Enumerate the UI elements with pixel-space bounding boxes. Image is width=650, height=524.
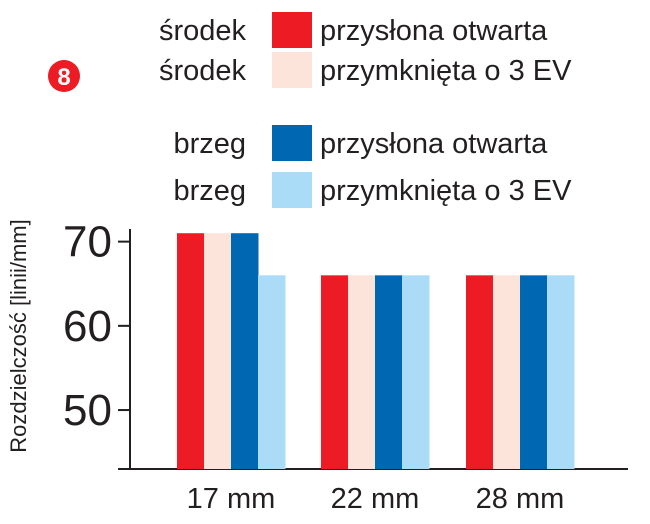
figure-badge: 8 (48, 60, 80, 92)
bar (321, 275, 349, 469)
bar (402, 275, 430, 469)
legend-group-label: brzeg (173, 128, 246, 160)
legend-series-label: przymknięta o 3 EV (320, 175, 572, 207)
legend-item: brzeg przysłona otwarta (173, 125, 548, 161)
bar (520, 275, 548, 469)
legend-item: środek przysłona otwarta (159, 12, 548, 48)
legend-swatch (272, 12, 312, 48)
legend-item: środek przymknięta o 3 EV (159, 52, 572, 88)
bar (375, 275, 403, 469)
legend-series-label: przymknięta o 3 EV (320, 55, 572, 87)
x-tick-label: 22 mm (331, 483, 420, 515)
legend-swatch (272, 125, 312, 161)
bar (177, 233, 205, 469)
bar (348, 275, 376, 469)
y-tick-label: 60 (63, 302, 112, 351)
legend: środek przysłona otwarta środek przymknięta… (159, 12, 572, 208)
badge-number: 8 (57, 64, 70, 91)
legend-group-label: środek (159, 15, 247, 47)
x-tick-labels: 17 mm 22 mm 28 mm (187, 483, 565, 515)
y-ticks: 50 60 70 (63, 218, 130, 435)
legend-item: brzeg przymknięta o 3 EV (173, 172, 572, 208)
x-tick-label: 17 mm (187, 483, 276, 515)
legend-swatch (272, 52, 312, 88)
bars (177, 233, 575, 469)
bar (493, 275, 521, 469)
badge-circle (48, 60, 80, 92)
x-tick-label: 28 mm (476, 483, 565, 515)
bar (231, 233, 259, 469)
legend-swatch (272, 172, 312, 208)
y-axis-label: Rozdzielczość [linii/mm] (6, 219, 31, 453)
bar (547, 275, 575, 469)
bar (258, 275, 286, 469)
legend-series-label: przysłona otwarta (320, 128, 548, 160)
bar (466, 275, 494, 469)
bar (204, 233, 232, 469)
y-tick-label: 70 (63, 218, 112, 267)
legend-series-label: przysłona otwarta (320, 15, 548, 47)
y-tick-label: 50 (63, 386, 112, 435)
legend-group-label: brzeg (173, 175, 246, 207)
legend-group-label: środek (159, 55, 247, 87)
